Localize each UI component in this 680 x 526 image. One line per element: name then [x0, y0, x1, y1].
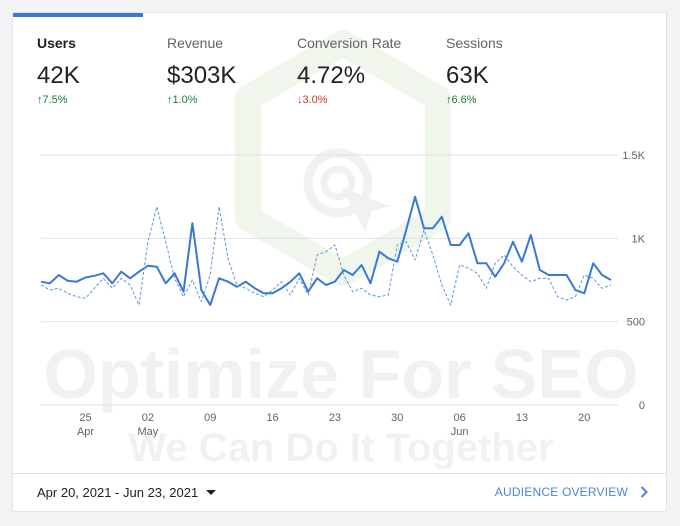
x-tick-label: 20	[578, 412, 590, 424]
metric-change: ↑1.0%	[167, 93, 236, 107]
series-line-previous-period	[40, 206, 612, 306]
audience-overview-card: Optimize For SEO We Can Do It Together U…	[12, 12, 667, 512]
arrow-up-icon: ↑	[37, 94, 43, 106]
metric-change: ↑6.6%	[446, 93, 503, 107]
audience-overview-label: AUDIENCE OVERVIEW	[494, 485, 628, 499]
y-tick-label: 0	[639, 400, 645, 412]
caret-down-icon	[206, 490, 217, 495]
chevron-right-icon	[640, 486, 648, 498]
metric-revenue[interactable]: Revenue $303K ↑1.0%	[167, 35, 236, 107]
metric-label: Sessions	[446, 35, 503, 51]
y-tick-label: 1.5K	[622, 150, 645, 162]
metric-change-value: 3.0%	[302, 94, 328, 106]
x-tick-month-label: Jun	[451, 426, 469, 438]
arrow-up-icon: ↑	[167, 94, 173, 106]
arrow-down-icon: ↓	[297, 94, 303, 106]
metric-change: ↓3.0%	[297, 93, 401, 107]
y-tick-label: 500	[627, 317, 645, 329]
x-tick-label: 13	[516, 412, 528, 424]
metric-change-value: 7.5%	[42, 94, 68, 106]
x-tick-month-label: May	[137, 426, 158, 438]
x-tick-label: 25	[79, 412, 91, 424]
metric-change-value: 6.6%	[451, 94, 477, 106]
metric-value: 42K	[37, 62, 80, 89]
metric-users[interactable]: Users 42K ↑7.5%	[37, 35, 80, 107]
x-tick-label: 09	[204, 412, 216, 424]
date-range-dropdown[interactable]: Apr 20, 2021 - Jun 23, 2021	[37, 485, 217, 500]
footer-divider	[13, 473, 666, 474]
metric-value: $303K	[167, 62, 237, 89]
x-tick-label: 16	[266, 412, 278, 424]
metric-label: Users	[37, 35, 76, 51]
metric-change-value: 1.0%	[172, 94, 198, 106]
audience-overview-link[interactable]: AUDIENCE OVERVIEW	[495, 485, 648, 499]
x-tick-label: 30	[391, 412, 403, 424]
x-tick-label: 02	[142, 412, 154, 424]
x-tick-label: 06	[453, 412, 465, 424]
date-range-label: Apr 20, 2021 - Jun 23, 2021	[37, 485, 199, 500]
metric-change: ↑7.5%	[37, 93, 80, 107]
metric-label: Conversion Rate	[297, 35, 402, 51]
series-line-users	[40, 195, 612, 306]
x-tick-month-label: Apr	[77, 426, 94, 438]
active-tab-indicator	[13, 13, 143, 17]
arrow-up-icon: ↑	[446, 94, 452, 106]
metric-value: 4.72%	[297, 62, 366, 89]
metric-conversion-rate[interactable]: Conversion Rate 4.72% ↓3.0%	[297, 35, 401, 107]
metric-value: 63K	[446, 62, 489, 89]
x-tick-label: 23	[329, 412, 341, 424]
y-tick-label: 1K	[632, 233, 646, 245]
users-line-chart: 0 500 1K 1.5K 25 Apr 02 May 09 16 23 30 06 Jun 13 20	[40, 150, 646, 438]
metric-sessions[interactable]: Sessions 63K ↑6.6%	[446, 35, 503, 107]
metric-label: Revenue	[167, 35, 224, 51]
